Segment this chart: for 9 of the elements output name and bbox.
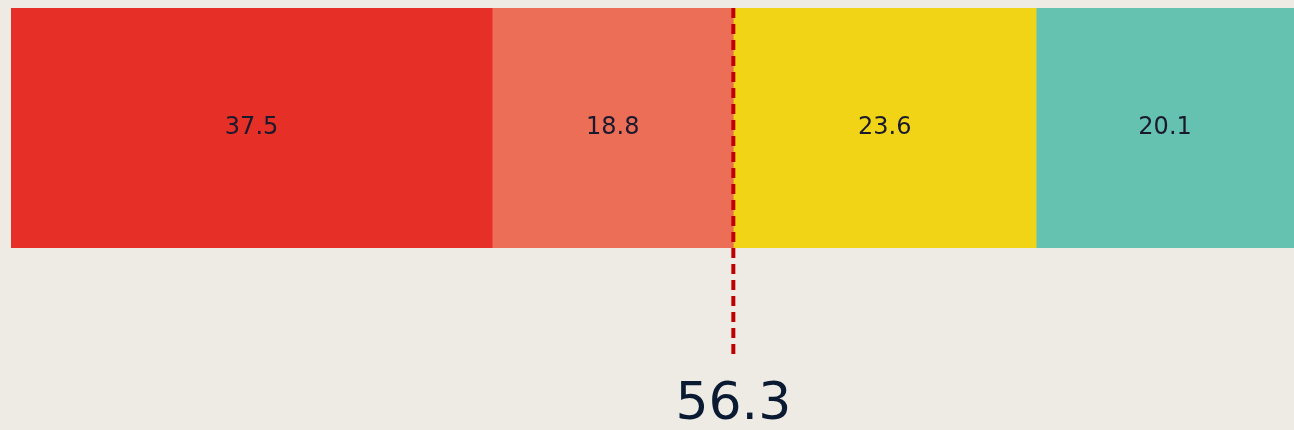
bar <box>1035 8 1294 248</box>
data-label: 23.6 <box>858 112 912 141</box>
data-label: 18.8 <box>586 112 640 141</box>
data-label: 37.5 <box>224 112 279 141</box>
ref-line-label: 56.3 <box>675 370 792 430</box>
bar <box>491 8 734 248</box>
bar <box>11 8 493 248</box>
bar <box>733 8 1037 248</box>
data-label: 20.1 <box>1138 112 1192 141</box>
